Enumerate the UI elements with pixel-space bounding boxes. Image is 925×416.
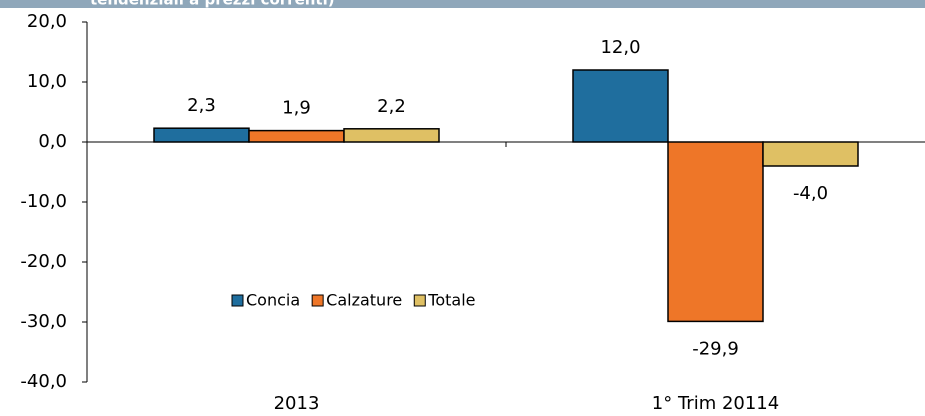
x-tick-label: 2013 (274, 393, 320, 414)
value-label: -4,0 (793, 183, 828, 204)
x-tick-label: 1° Trim 20114 (652, 393, 779, 414)
value-label: 2,2 (377, 96, 406, 117)
y-tick-label: 0,0 (38, 131, 67, 152)
legend-swatch (311, 294, 324, 307)
y-tick-label: -10,0 (20, 191, 67, 212)
bar (667, 141, 764, 323)
y-tick-label: 20,0 (27, 11, 67, 32)
value-label: 2,3 (187, 95, 216, 116)
bar (248, 129, 345, 143)
bar (762, 141, 859, 167)
value-label: 1,9 (282, 98, 311, 119)
legend-label: Calzature (326, 291, 402, 310)
legend-label: Concia (246, 291, 300, 310)
bar (343, 128, 440, 143)
value-label: 12,0 (600, 37, 640, 58)
legend-swatch (231, 294, 244, 307)
y-tick-label: -20,0 (20, 251, 67, 272)
bar (153, 127, 250, 143)
value-label: -29,9 (692, 338, 739, 359)
title-bar (0, 0, 925, 8)
legend-swatch (413, 294, 426, 307)
bar (572, 69, 669, 143)
legend-label: Totale (427, 291, 475, 310)
y-tick-label: 10,0 (27, 71, 67, 92)
y-tick-label: -40,0 (20, 371, 67, 392)
y-tick-label: -30,0 (20, 311, 67, 332)
chart-title: tendenziali a prezzi correnti) (90, 0, 335, 9)
